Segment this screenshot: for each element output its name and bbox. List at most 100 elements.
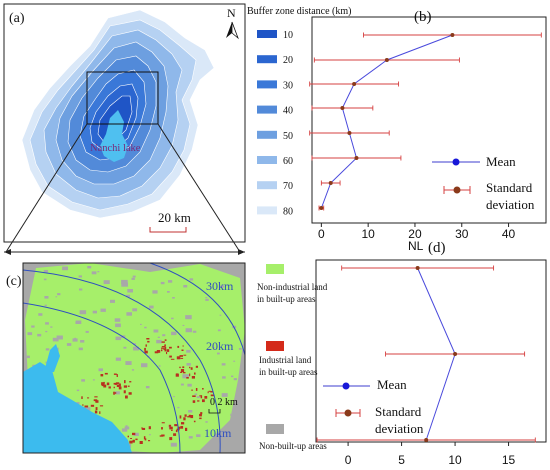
industrial-patch (207, 391, 209, 394)
industrial-patch (177, 426, 181, 429)
non-built-up-patch (233, 360, 236, 362)
industrial-patch (179, 355, 183, 357)
industrial-patch (118, 386, 122, 390)
chart-b-legend: Mean Standard deviation (432, 154, 535, 212)
industrial-patch (82, 404, 84, 406)
buffer-swatch-10 (257, 30, 277, 38)
buffer-label-70: 70 (283, 181, 293, 192)
ring-10km (23, 302, 181, 453)
industrial-patch (192, 400, 196, 403)
industrial-patch (95, 399, 97, 402)
chart-b-mean-point-5 (354, 156, 359, 160)
buffer-swatch-40 (257, 105, 277, 114)
non-built-up-patch (222, 376, 226, 379)
industrial-patch (189, 373, 191, 377)
industrial-patch (139, 441, 143, 444)
legend-swatch-non-industrial (266, 264, 284, 274)
non-built-up-patch (156, 339, 162, 344)
industrial-patch (208, 390, 211, 392)
industrial-patch (166, 349, 170, 352)
non-built-up-patch (145, 386, 150, 389)
industrial-patch (200, 395, 203, 399)
industrial-patch (191, 389, 193, 391)
chart-d-mean-point-2 (424, 438, 429, 442)
industrial-patch (132, 439, 135, 443)
panel-label-d: (d) (428, 240, 446, 256)
map-a-scale-bar (149, 227, 187, 233)
non-built-up-patch (27, 332, 33, 336)
buffer-legend: Buffer zone distance (km) 10 20 30 40 50 60 70… (247, 6, 352, 217)
chart-d-frame (315, 259, 547, 443)
industrial-patch (197, 400, 200, 402)
non-built-up-patch (44, 296, 49, 299)
non-built-up-patch (126, 312, 132, 316)
legend-std-label-1: Standard (486, 180, 533, 195)
non-built-up-patch (76, 402, 80, 405)
industrial-patch (183, 354, 187, 356)
non-built-up-patch (79, 288, 83, 291)
non-built-up-patch (196, 434, 201, 437)
industrial-patch (145, 344, 147, 347)
industrial-patch (202, 399, 205, 403)
legend-d-std-label-1: Standard (375, 404, 422, 419)
non-built-up-patch (79, 310, 87, 315)
industrial-patch (199, 413, 202, 417)
buffer-label-40: 40 (283, 106, 293, 117)
industrial-patch (113, 373, 117, 375)
industrial-patch (100, 374, 104, 377)
industrial-patch (113, 382, 116, 385)
non-built-up-patch (162, 334, 166, 337)
industrial-patch (190, 415, 194, 419)
buffer-label-10: 10 (283, 30, 293, 41)
zoom-connector-left (5, 123, 88, 253)
industrial-patch (184, 414, 187, 417)
panel-c-map: (c) 30km 20km 10km 0 2 km (6, 262, 246, 454)
arrow-left-icon (4, 249, 11, 255)
industrial-patch (115, 392, 117, 394)
panel-a-map: (a) Nanchi lake N 20 km (3, 3, 246, 243)
industrial-patch (166, 351, 168, 355)
non-built-up-patch (132, 308, 138, 312)
non-built-up-patch (168, 280, 173, 283)
industrial-patch (87, 397, 90, 399)
non-built-up-patch (125, 361, 132, 365)
non-built-up-patch (26, 355, 30, 359)
industrial-patch (101, 382, 105, 386)
industrial-patch (144, 350, 148, 354)
buffer-swatch-30 (257, 80, 277, 89)
industrial-patch (156, 350, 161, 353)
chart-b-mean-point-4 (347, 131, 352, 135)
ring-label-30km: 30km (206, 279, 234, 293)
arrow-right-icon (238, 249, 245, 255)
non-built-up-patch (158, 365, 161, 367)
non-built-up-patch (205, 421, 208, 423)
industrial-patch (169, 437, 173, 441)
chart-d-mean-point-0 (415, 266, 420, 270)
industrial-patch (116, 374, 118, 377)
non-built-up-patch (172, 297, 175, 299)
industrial-patch (144, 438, 147, 441)
north-arrow-icon (226, 21, 239, 40)
non-built-up-patch (55, 296, 58, 298)
panel-b-chart: 0 10 20 30 40 NL (b) Mean Standard deviation (309, 9, 547, 253)
non-built-up-patch (115, 336, 122, 341)
industrial-patch (210, 391, 213, 393)
industrial-patch (141, 427, 143, 430)
industrial-patch (180, 371, 182, 373)
non-built-up-patch (140, 323, 142, 325)
industrial-patch (101, 385, 105, 387)
non-built-up-patch (85, 330, 89, 333)
industrial-patch (169, 355, 172, 358)
industrial-patch (95, 407, 98, 410)
industrial-patch (200, 412, 203, 415)
industrial-patch (132, 440, 134, 442)
industrial-patch (185, 427, 188, 431)
chart-b-xlabel: NL (408, 239, 424, 253)
industrial-patch (163, 348, 166, 350)
industrial-patch (181, 422, 185, 425)
non-built-up-patch (217, 352, 220, 355)
chart-d-xtick-label-5: 5 (398, 453, 405, 467)
non-built-up-patch (187, 383, 192, 387)
map-a-scale-label: 20 km (158, 210, 191, 225)
panel-c-frame (22, 262, 246, 454)
